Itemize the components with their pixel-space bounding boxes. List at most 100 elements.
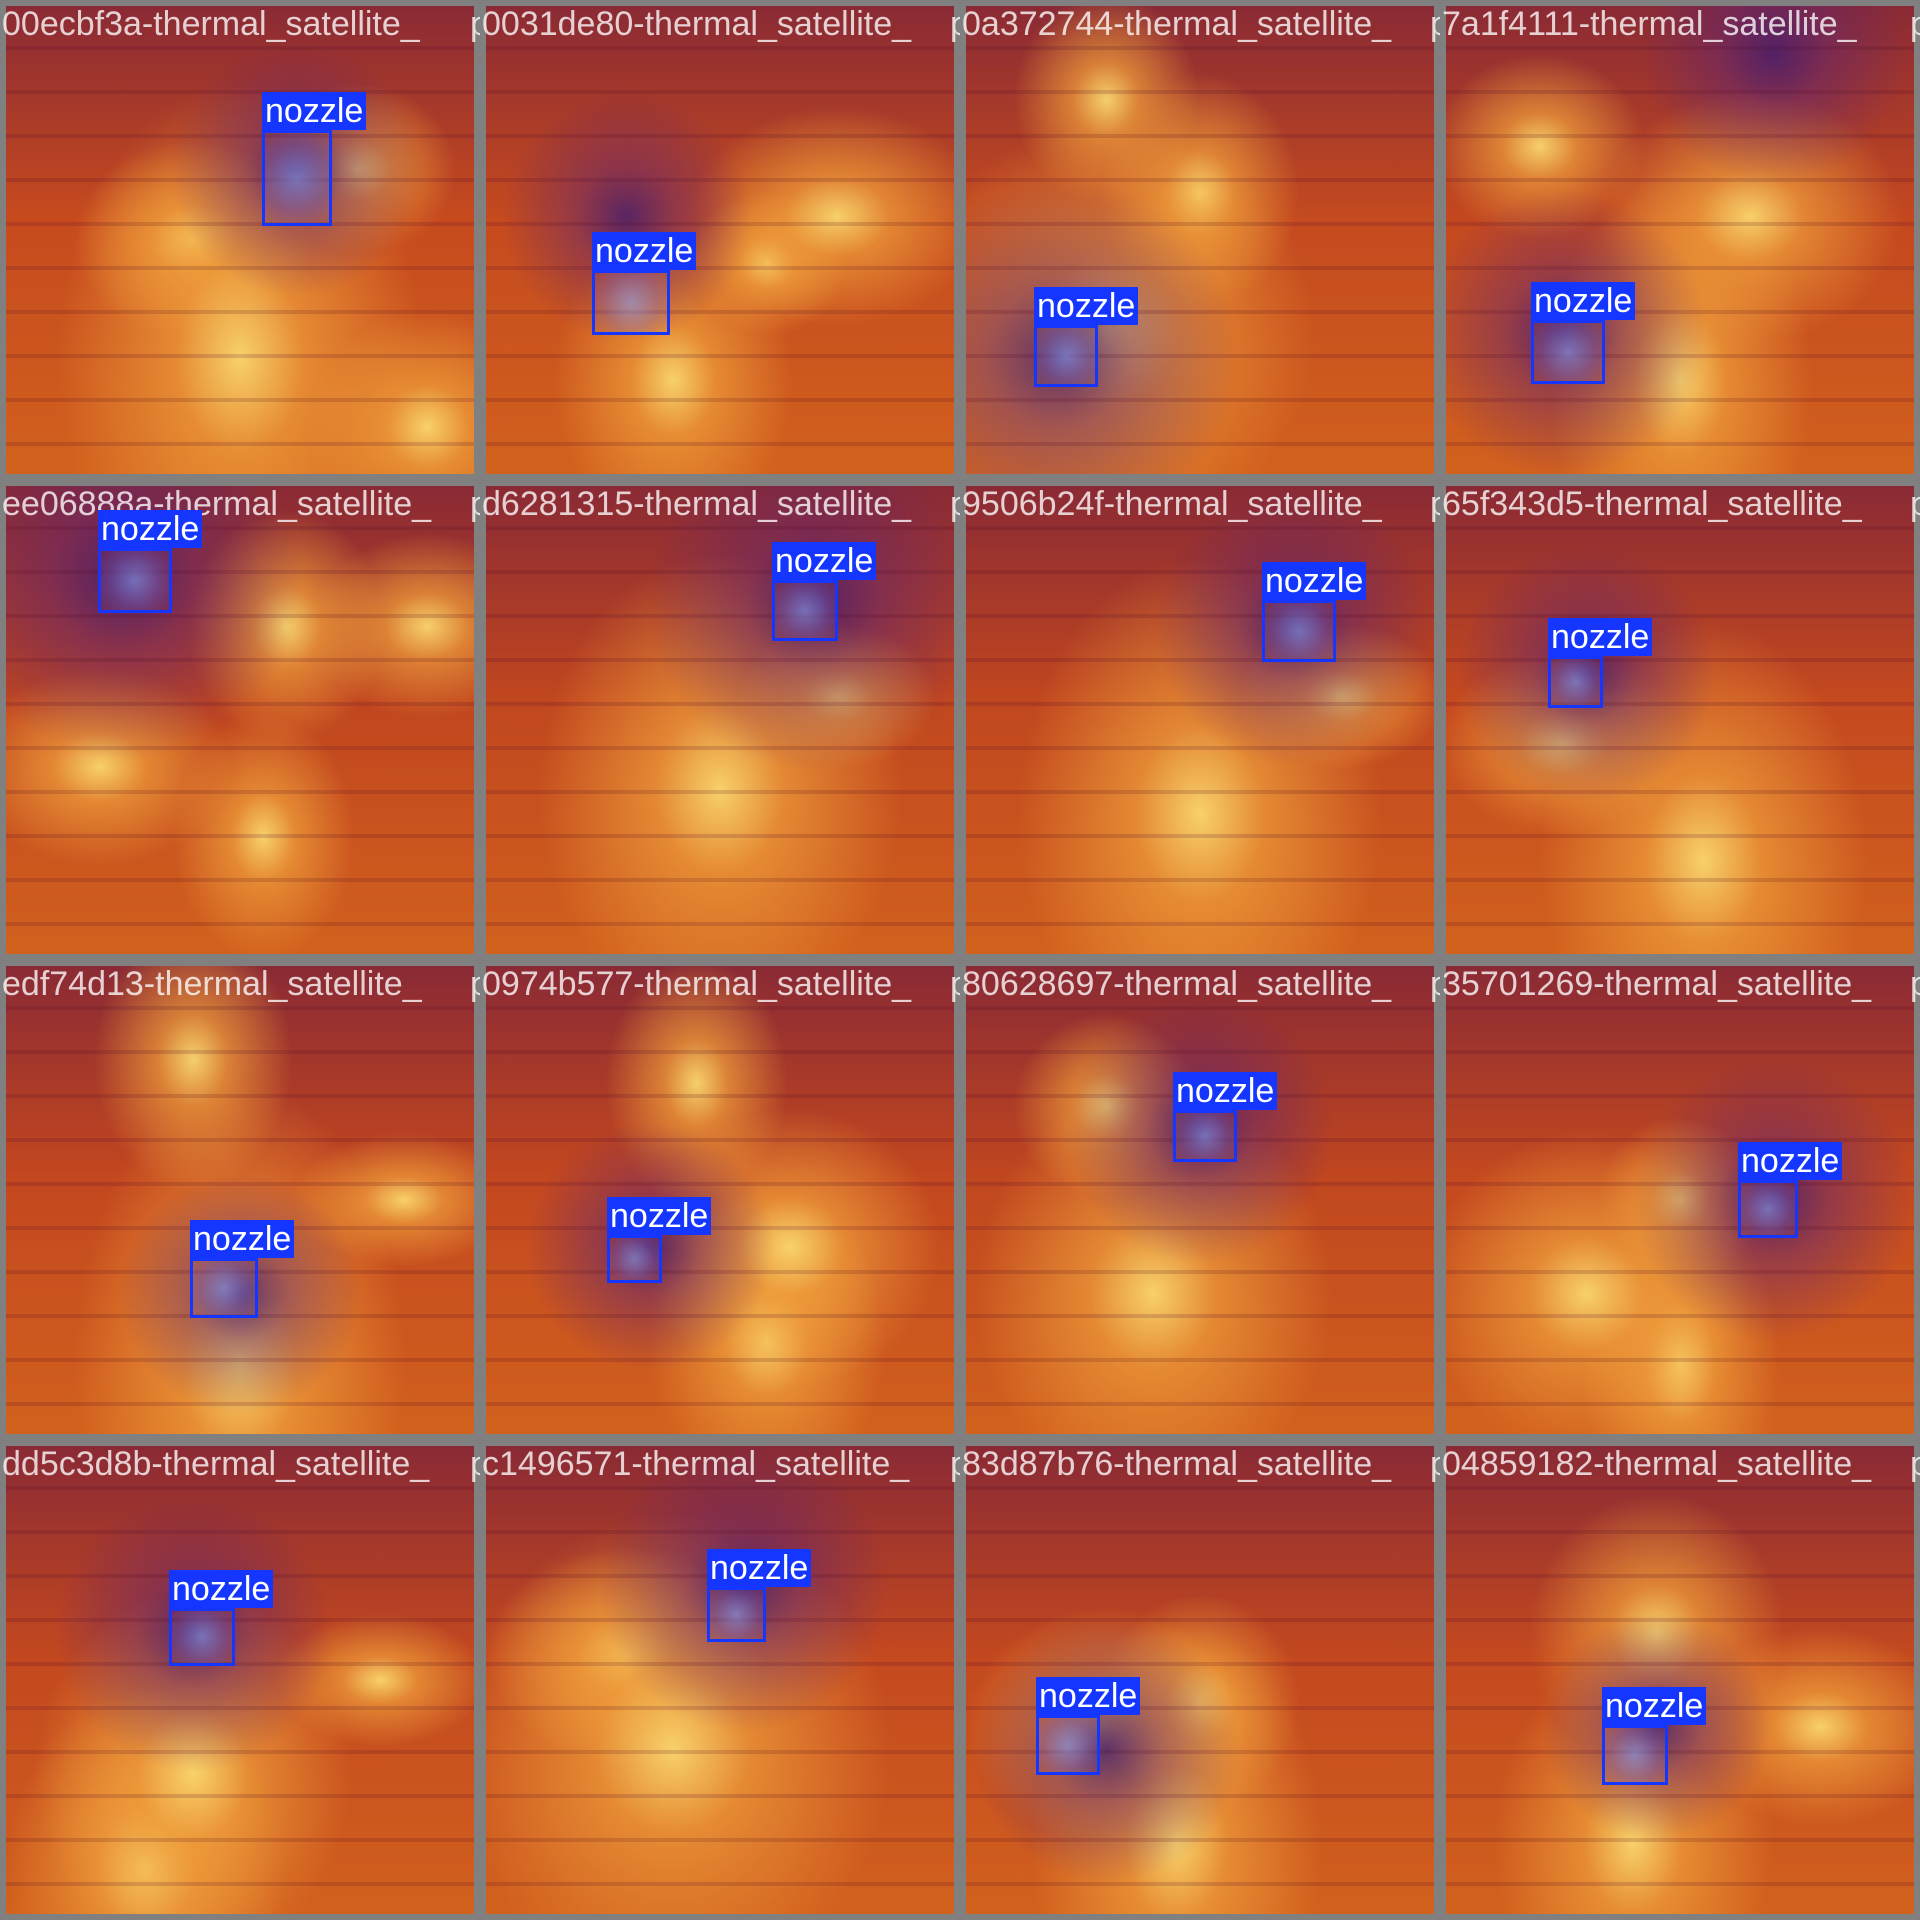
detection-box (707, 1587, 766, 1642)
filename-caption: 00ecbf3a-thermal_satellite_ (2, 5, 420, 43)
detection-label: nozzle (707, 1549, 812, 1587)
thermal-image (966, 486, 1434, 954)
filename-extension: png (950, 1445, 960, 1483)
filename-caption: 7a1f4111-thermal_satellite_ (1442, 5, 1857, 43)
detection-box (1738, 1180, 1798, 1238)
thermal-image (966, 966, 1434, 1434)
filename-extension: png (1430, 965, 1440, 1003)
filename-caption: 0974b577-thermal_satellite_ (482, 965, 912, 1003)
scanline-overlay (1446, 1446, 1914, 1914)
image-tile: d6281315-thermal_satellite_ png nozzle (480, 480, 960, 960)
thermal-image (6, 486, 474, 954)
image-tile: 0a372744-thermal_satellite_ png nozzle (960, 0, 1440, 480)
scanline-overlay (486, 6, 954, 474)
scanline-overlay (486, 966, 954, 1434)
filename-caption: dd5c3d8b-thermal_satellite_ (2, 1445, 430, 1483)
detection-box (1034, 325, 1098, 387)
image-tile: ee06888a-thermal_satellite_ png nozzle (0, 480, 480, 960)
detection-label: nozzle (607, 1197, 712, 1235)
detection-label: nozzle (1034, 287, 1139, 325)
filename-caption: d6281315-thermal_satellite_ (482, 485, 912, 523)
detection-box (190, 1258, 258, 1318)
detection-label: nozzle (1036, 1677, 1141, 1715)
filename-extension: png (950, 5, 960, 43)
image-tile: 0974b577-thermal_satellite_ png nozzle (480, 960, 960, 1440)
filename-caption: 35701269-thermal_satellite_ (1442, 965, 1872, 1003)
detection-box (98, 548, 172, 613)
detection-box (1531, 320, 1605, 384)
thermal-image (6, 6, 474, 474)
image-tile: 0031de80-thermal_satellite_ png nozzle (480, 0, 960, 480)
scanline-overlay (966, 6, 1434, 474)
filename-caption: 83d87b76-thermal_satellite_ (962, 1445, 1392, 1483)
scanline-overlay (6, 6, 474, 474)
detection-label: nozzle (1738, 1142, 1843, 1180)
detection-box (1262, 600, 1336, 662)
image-tile: 00ecbf3a-thermal_satellite_ png nozzle (0, 0, 480, 480)
thermal-image (966, 6, 1434, 474)
detection-box (1036, 1715, 1100, 1775)
filename-caption: 9506b24f-thermal_satellite_ (962, 485, 1382, 523)
image-tile: 35701269-thermal_satellite_ png nozzle (1440, 960, 1920, 1440)
detection-box (607, 1235, 662, 1283)
filename-caption: 0a372744-thermal_satellite_ (962, 5, 1392, 43)
detection-box (262, 130, 332, 226)
filename-extension: png (470, 965, 480, 1003)
image-tile: dd5c3d8b-thermal_satellite_ png nozzle (0, 1440, 480, 1920)
detection-label: nozzle (1548, 618, 1653, 656)
detection-box (1602, 1725, 1668, 1785)
thermal-image (486, 6, 954, 474)
detection-label: nozzle (169, 1570, 274, 1608)
scanline-overlay (486, 1446, 954, 1914)
thermal-image (486, 966, 954, 1434)
detection-label: nozzle (1531, 282, 1636, 320)
detection-label: nozzle (1602, 1687, 1707, 1725)
scanline-overlay (966, 966, 1434, 1434)
detection-box (1173, 1110, 1237, 1162)
filename-caption: 80628697-thermal_satellite_ (962, 965, 1392, 1003)
thermal-image (6, 1446, 474, 1914)
image-tile: 04859182-thermal_satellite_ png nozzle (1440, 1440, 1920, 1920)
filename-extension: png (1910, 5, 1920, 43)
scanline-overlay (6, 486, 474, 954)
filename-extension: png (1430, 1445, 1440, 1483)
filename-extension: png (950, 485, 960, 523)
filename-extension: png (470, 5, 480, 43)
thermal-image (6, 966, 474, 1434)
detection-box (1548, 656, 1603, 708)
scanline-overlay (966, 486, 1434, 954)
detection-label: nozzle (190, 1220, 295, 1258)
filename-extension: png (1910, 485, 1920, 523)
detection-label: nozzle (772, 542, 877, 580)
image-tile: 9506b24f-thermal_satellite_ png nozzle (960, 480, 1440, 960)
filename-caption: 0031de80-thermal_satellite_ (482, 5, 912, 43)
filename-caption: ee06888a-thermal_satellite_ (2, 485, 432, 523)
detection-label: nozzle (98, 510, 203, 548)
filename-caption: 04859182-thermal_satellite_ (1442, 1445, 1872, 1483)
filename-caption: c1496571-thermal_satellite_ (482, 1445, 910, 1483)
image-tile: 83d87b76-thermal_satellite_ png nozzle (960, 1440, 1440, 1920)
detection-box (169, 1608, 235, 1666)
filename-extension: png (1910, 1445, 1920, 1483)
filename-extension: png (470, 1445, 480, 1483)
filename-extension: png (1430, 485, 1440, 523)
detection-box (772, 580, 838, 641)
detection-label: nozzle (1262, 562, 1367, 600)
scanline-overlay (6, 966, 474, 1434)
filename-caption: edf74d13-thermal_satellite_ (2, 965, 422, 1003)
scanline-overlay (1446, 6, 1914, 474)
thermal-image (1446, 966, 1914, 1434)
filename-extension: png (950, 965, 960, 1003)
detection-box (592, 270, 670, 335)
detection-label: nozzle (1173, 1072, 1278, 1110)
scanline-overlay (1446, 966, 1914, 1434)
image-tile: 80628697-thermal_satellite_ png nozzle (960, 960, 1440, 1440)
filename-extension: png (1430, 5, 1440, 43)
thermal-image (486, 486, 954, 954)
image-tile: edf74d13-thermal_satellite_ png nozzle (0, 960, 480, 1440)
image-tile: 65f343d5-thermal_satellite_ png nozzle (1440, 480, 1920, 960)
filename-extension: png (1910, 965, 1920, 1003)
thermal-image (1446, 486, 1914, 954)
scanline-overlay (1446, 486, 1914, 954)
